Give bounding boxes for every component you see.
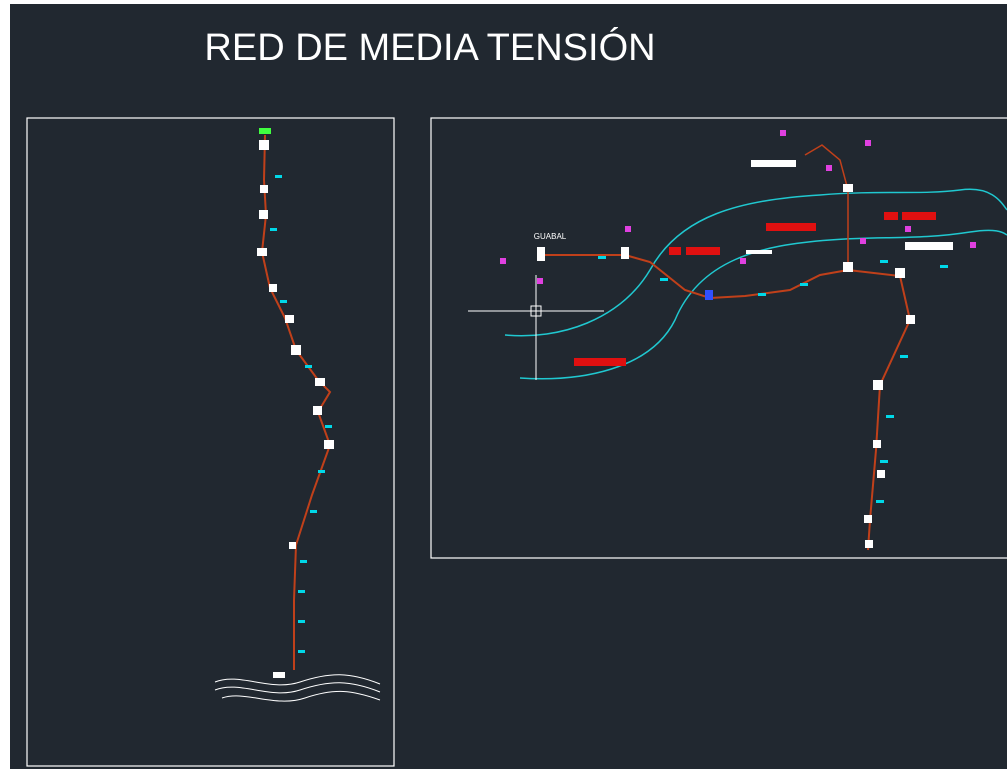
cad-viewport: RED DE MEDIA TENSIÓN <box>0 0 1007 773</box>
page: RED DE MEDIA TENSIÓN <box>0 0 1007 773</box>
place-label: GUABAL <box>534 232 567 241</box>
model-space <box>10 4 1007 769</box>
drawing-title: RED DE MEDIA TENSIÓN <box>204 26 655 69</box>
